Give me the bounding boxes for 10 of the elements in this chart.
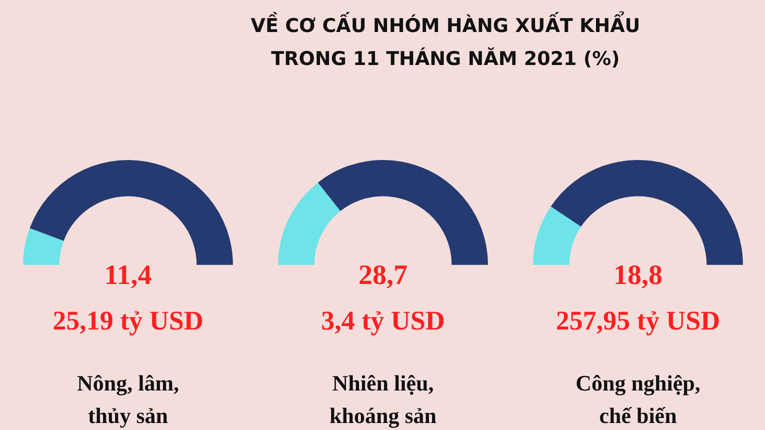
text: 3,4 tỷ USD [321,306,445,336]
text: 257,95 tỷ USD [556,306,720,336]
text: Nông, lâm, thủy sản [76,370,180,428]
text: 11,4 [104,260,152,292]
text: Nhiên liệu, khoáng sản [330,370,437,428]
text: VỀ CƠ CẤU NHÓM HÀNG XUẤT KHẨU TRONG 11 THÁNG NĂM 2021 (%) [250,11,640,70]
text: 18,8 [614,260,662,292]
text: 25,19 tỷ USD [52,306,204,336]
text: Công nghiệp, chế biến [576,370,700,428]
text: 28,7 [358,260,408,292]
